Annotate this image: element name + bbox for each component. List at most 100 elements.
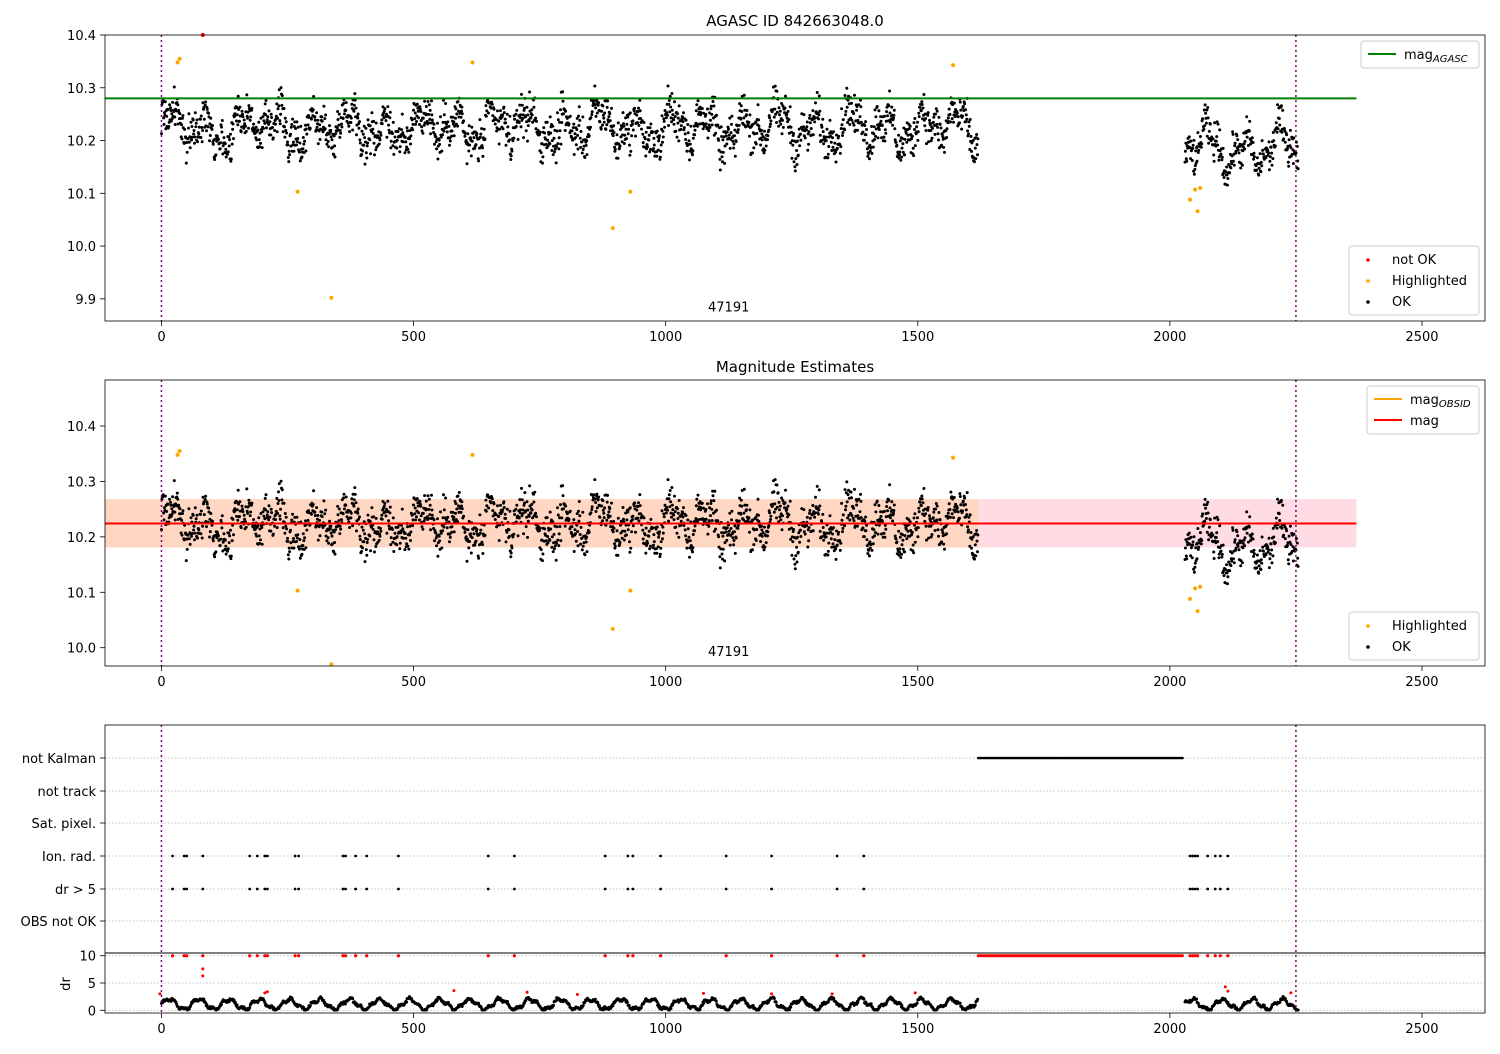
- estimates-ok-point: [710, 499, 713, 502]
- estimates-ok-point: [194, 506, 197, 509]
- agasc-ok-point: [689, 143, 692, 146]
- agasc-ok-point: [207, 112, 210, 115]
- estimates-ok-point: [725, 539, 728, 542]
- estimates-highlighted-point: [1193, 586, 1197, 590]
- agasc-ok-point: [562, 100, 565, 103]
- agasc-ok-point: [935, 123, 938, 126]
- estimates-ok-point: [429, 528, 432, 531]
- agasc-ok-point: [609, 119, 612, 122]
- agasc-highlighted-point: [176, 60, 180, 64]
- agasc-ok-point: [1233, 144, 1236, 147]
- agasc-ok-point: [659, 156, 662, 159]
- agasc-ok-point: [619, 144, 622, 147]
- agasc-ok-point: [1276, 103, 1279, 106]
- estimates-ok-point: [672, 514, 675, 517]
- estimates-ok-point: [1215, 531, 1218, 534]
- agasc-ok-point: [850, 119, 853, 122]
- estimates-ok-point: [361, 526, 364, 529]
- estimates-ok-point: [1276, 498, 1279, 501]
- agasc-ok-point: [452, 120, 455, 123]
- agasc-ok-point: [206, 108, 209, 111]
- estimates-ok-point: [540, 548, 543, 551]
- agasc-ok-point: [265, 99, 268, 102]
- estimates-ok-point: [967, 528, 970, 531]
- estimates-ok-point: [798, 541, 801, 544]
- estimates-ok-point: [588, 531, 591, 534]
- agasc-ok-point: [526, 140, 529, 143]
- agasc-ok-point: [260, 130, 263, 133]
- estimates-ok-point: [259, 538, 262, 541]
- agasc-ok-point: [903, 153, 906, 156]
- agasc-ok-point: [630, 134, 633, 137]
- estimates-ok-point: [322, 499, 325, 502]
- agasc-ok-point: [385, 136, 388, 139]
- agasc-ok-point: [1191, 159, 1194, 162]
- estimates-ok-point: [236, 519, 239, 522]
- agasc-ok-point: [284, 117, 287, 120]
- estimates-ok-point: [503, 506, 506, 509]
- estimates-ok-point: [436, 555, 439, 558]
- estimates-ok-point: [1194, 562, 1197, 565]
- estimates-ok-point: [1218, 524, 1221, 527]
- agasc-ok-point: [733, 143, 736, 146]
- estimates-y-tick-label: 10.1: [67, 586, 96, 601]
- estimates-ok-point: [1207, 538, 1210, 541]
- estimates-ok-point: [455, 508, 458, 511]
- estimates-ok-point: [342, 496, 345, 499]
- flag-point: [1196, 855, 1199, 858]
- agasc-ok-point: [315, 111, 318, 114]
- estimates-ok-point: [578, 500, 581, 503]
- agasc-ok-point: [748, 135, 751, 138]
- estimates-ok-point: [295, 516, 298, 519]
- agasc-ok-point: [503, 111, 506, 114]
- agasc-ok-point: [283, 136, 286, 139]
- agasc-ok-point: [461, 112, 464, 115]
- agasc-ok-point: [505, 135, 508, 138]
- agasc-ok-point: [817, 113, 820, 116]
- agasc-ok-point: [966, 129, 969, 132]
- estimates-ok-point: [846, 500, 849, 503]
- estimates-ok-point: [661, 509, 664, 512]
- estimates-ok-point: [657, 545, 660, 548]
- agasc-ok-point: [400, 128, 403, 131]
- estimates-ok-point: [203, 513, 206, 516]
- agasc-ok-point: [318, 123, 321, 126]
- agasc-ok-point: [220, 126, 223, 129]
- agasc-ok-point: [768, 116, 771, 119]
- agasc-ok-point: [542, 126, 545, 129]
- agasc-ok-point: [1257, 174, 1260, 177]
- agasc-ok-point: [364, 127, 367, 130]
- estimates-ok-point: [597, 496, 600, 499]
- agasc-ok-point: [670, 92, 673, 95]
- agasc-ok-point: [383, 107, 386, 110]
- agasc-ok-point: [649, 123, 652, 126]
- agasc-ok-point: [1184, 150, 1187, 153]
- estimates-ok-point: [644, 552, 647, 555]
- agasc-ok-point: [795, 149, 798, 152]
- agasc-ok-point: [219, 147, 222, 150]
- flag-point: [1226, 888, 1229, 891]
- estimates-ok-point: [1200, 539, 1203, 542]
- estimates-ok-point: [562, 507, 565, 510]
- agasc-ok-point: [546, 139, 549, 142]
- agasc-ok-point: [863, 139, 866, 142]
- estimates-ok-point: [379, 530, 382, 533]
- estimates-ok-point: [1269, 553, 1272, 556]
- agasc-ok-point: [187, 127, 190, 130]
- estimates-ok-point: [939, 518, 942, 521]
- estimates-ok-point: [1193, 566, 1196, 569]
- agasc-ok-point: [937, 116, 940, 119]
- estimates-ok-point: [411, 514, 414, 517]
- estimates-ok-point: [423, 494, 426, 497]
- agasc-ok-point: [280, 104, 283, 107]
- agasc-ok-point: [925, 129, 928, 132]
- estimates-ok-point: [661, 526, 664, 529]
- estimates-ok-point: [345, 496, 348, 499]
- agasc-ok-point: [181, 117, 184, 120]
- agasc-ok-point: [261, 146, 264, 149]
- agasc-ok-point: [168, 103, 171, 106]
- agasc-y-tick-label: 10.0: [67, 240, 96, 255]
- estimates-ok-point: [235, 515, 238, 518]
- estimates-ok-point: [667, 478, 670, 481]
- estimates-ok-point: [888, 483, 891, 486]
